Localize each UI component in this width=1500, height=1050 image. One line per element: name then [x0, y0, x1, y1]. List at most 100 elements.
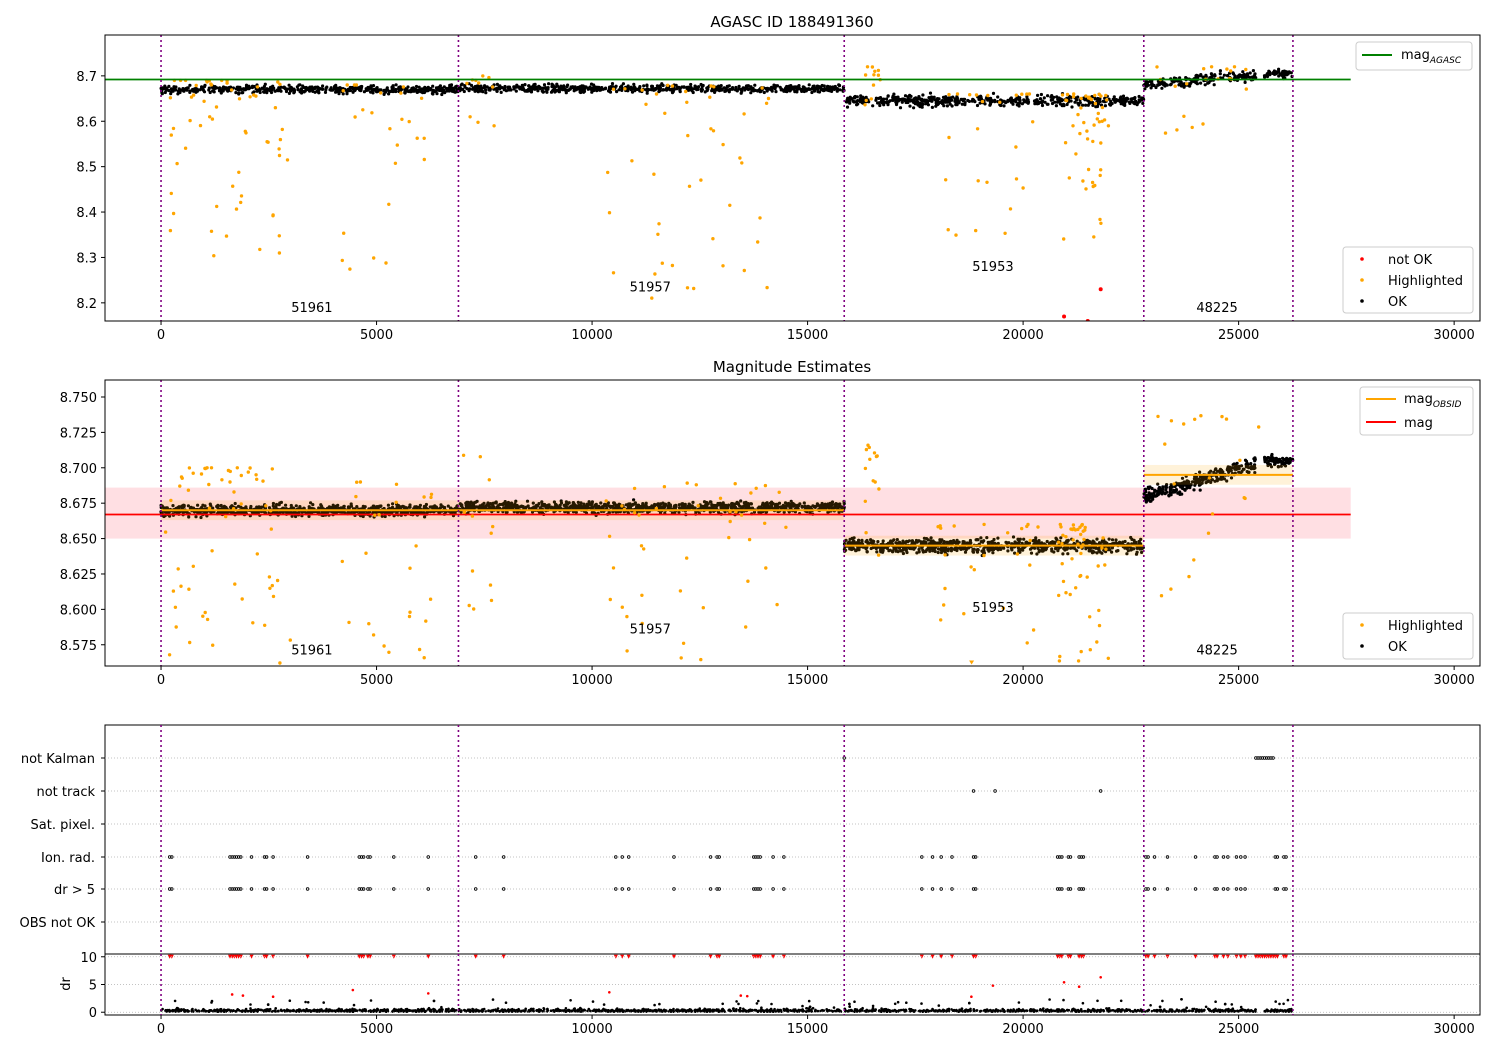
- ok-point: [617, 88, 621, 92]
- ok-point: [1199, 81, 1203, 85]
- highlighted-point: [285, 158, 290, 162]
- ok-point: [1126, 549, 1130, 553]
- highlighted-point: [1097, 92, 1101, 97]
- ok-point: [751, 86, 755, 91]
- ok-point: [1041, 99, 1045, 103]
- ok-point: [473, 85, 477, 89]
- ok-point: [975, 103, 980, 108]
- ok-point: [803, 504, 807, 508]
- ok-point: [1129, 97, 1133, 101]
- ok-point: [1287, 70, 1291, 74]
- ok-point: [826, 85, 830, 89]
- ok-point: [209, 511, 213, 515]
- ok-point: [642, 84, 646, 88]
- ok-point: [908, 104, 912, 108]
- ok-point: [1025, 95, 1029, 99]
- highlighted-point: [869, 97, 873, 101]
- ok-point: [929, 536, 933, 540]
- ok-point: [1251, 69, 1255, 73]
- ok-point: [375, 86, 379, 90]
- ok-point: [161, 87, 166, 91]
- ok-point: [835, 89, 839, 93]
- ok-point: [1149, 86, 1153, 90]
- highlighted-point: [709, 127, 713, 131]
- highlighted-point: [258, 247, 262, 252]
- ok-point: [595, 89, 599, 93]
- legend-label-ok: OK: [1388, 295, 1407, 310]
- ok-point: [633, 89, 637, 93]
- ok-point: [247, 84, 251, 88]
- highlighted-point: [202, 99, 206, 104]
- ok-point: [796, 504, 800, 508]
- ok-point: [1110, 550, 1114, 554]
- ok-point: [191, 87, 195, 92]
- ok-point: [417, 85, 421, 89]
- ok-point: [775, 84, 780, 88]
- ok-point: [240, 506, 244, 510]
- highlighted-point: [341, 89, 345, 93]
- ok-point: [891, 95, 895, 100]
- ok-point: [782, 510, 786, 514]
- ok-point: [821, 505, 825, 509]
- ok-point: [236, 504, 241, 508]
- ok-point: [380, 514, 384, 518]
- ok-point: [1147, 492, 1151, 496]
- ok-point: [760, 506, 764, 510]
- ok-point: [341, 92, 345, 96]
- panel1-legend-lower: not OK Highlighted OK: [1342, 246, 1474, 314]
- highlighted-point: [401, 85, 406, 89]
- ok-point: [998, 103, 1003, 107]
- highlighted-point: [611, 271, 616, 275]
- highlighted-point: [1090, 180, 1095, 185]
- ok-point: [369, 86, 373, 90]
- ok-point: [547, 82, 551, 86]
- highlighted-point: [872, 73, 876, 77]
- ok-point: [1182, 82, 1186, 86]
- ok-point: [329, 506, 333, 510]
- ok-point: [582, 502, 586, 506]
- ok-point: [465, 500, 469, 504]
- ok-point: [1011, 102, 1015, 106]
- ok-point: [504, 504, 509, 508]
- ok-point: [1093, 97, 1097, 101]
- x-tick-label: 25000: [1218, 328, 1259, 343]
- ok-point: [787, 84, 792, 88]
- highlighted-point: [873, 69, 877, 74]
- ok-point: [680, 85, 684, 89]
- ok-point: [504, 89, 508, 93]
- highlighted-point: [976, 179, 980, 183]
- ok-point: [520, 510, 524, 514]
- highlighted-point: [1014, 93, 1018, 97]
- ok-point: [744, 84, 749, 88]
- ok-point: [1262, 74, 1267, 78]
- highlighted-point: [255, 85, 260, 89]
- highlighted-point: [1079, 106, 1083, 110]
- ok-point: [512, 85, 516, 89]
- ok-point: [681, 504, 685, 508]
- ok-point: [424, 502, 428, 507]
- x-tick-label: 30000: [1433, 328, 1474, 343]
- highlighted-point: [361, 108, 365, 112]
- ok-point: [532, 86, 536, 90]
- ok-point: [482, 86, 486, 90]
- ok-point: [993, 100, 997, 104]
- ok-point: [185, 88, 189, 92]
- ok-point: [570, 86, 574, 90]
- ok-point: [1253, 459, 1257, 463]
- highlighted-point: [947, 135, 951, 140]
- ok-point: [1283, 72, 1287, 76]
- ok-point: [773, 503, 778, 507]
- ok-point: [562, 87, 567, 91]
- ok-point: [1010, 548, 1014, 552]
- ok-point: [943, 100, 947, 104]
- ok-point: [1218, 69, 1222, 73]
- ok-point: [641, 502, 645, 506]
- highlighted-point: [944, 178, 948, 182]
- ok-point: [245, 87, 249, 91]
- highlighted-point: [1105, 98, 1109, 102]
- ok-point: [557, 89, 561, 94]
- ok-point: [888, 99, 892, 103]
- ok-point: [274, 505, 278, 509]
- y-tick-label: 8.5: [76, 161, 97, 176]
- highlighted-point: [214, 105, 219, 109]
